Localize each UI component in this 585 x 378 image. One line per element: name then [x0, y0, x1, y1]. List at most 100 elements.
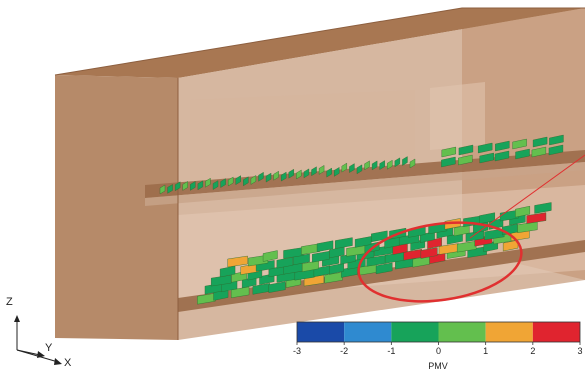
occupant-block: [258, 171, 264, 182]
colorbar-tick-label: -1: [387, 346, 396, 356]
occupant-block: [375, 262, 393, 275]
occupant-block: [265, 172, 272, 183]
inner-recess: [190, 90, 415, 190]
occupant-block: [326, 167, 332, 178]
colorbar-tick-label: 2: [530, 346, 536, 356]
y-axis-label: Y: [45, 342, 53, 354]
occupant-block: [281, 171, 287, 182]
occupant-block: [190, 181, 196, 191]
pmv-colorbar: [296, 321, 581, 345]
x-axis: [16, 349, 59, 363]
occupant-block: [324, 271, 343, 284]
colorbar-tick-label: -2: [340, 346, 349, 356]
upper-floor-occupants: [159, 134, 564, 195]
occupant-block: [205, 177, 211, 188]
occupant-block: [409, 158, 416, 169]
x-axis-label: X: [64, 357, 72, 369]
colorbar-tick-label: -3: [292, 346, 302, 356]
occupant-block: [273, 170, 279, 181]
occupant-block: [532, 136, 548, 148]
occupant-block: [366, 255, 387, 267]
occupant-block: [227, 255, 248, 268]
colorbar-segment: [297, 322, 345, 342]
occupant-block: [329, 262, 344, 275]
occupant-block: [212, 180, 219, 190]
occupant-block: [268, 281, 286, 293]
occupant-block: [420, 247, 438, 259]
colorbar-segment: [391, 322, 439, 342]
occupant-block: [502, 239, 519, 252]
colorbar-segment: [344, 322, 392, 342]
occupant-block: [354, 236, 372, 248]
occupant-block: [243, 176, 249, 187]
occupant-block: [441, 156, 456, 168]
occupant-block: [534, 202, 552, 214]
occupant-block: [312, 250, 330, 263]
highlight-ellipse: [357, 221, 523, 303]
occupant-block: [477, 142, 493, 154]
occupant-block: [458, 154, 473, 166]
z-axis-label: Z: [6, 296, 13, 308]
occupant-block: [316, 240, 334, 252]
callout-line: [469, 154, 585, 239]
colorbar-segment: [532, 322, 580, 342]
occupant-block: [235, 175, 241, 186]
occupant-block: [250, 175, 257, 185]
occupant-block: [402, 156, 408, 166]
occupant-block: [441, 146, 456, 158]
occupant-block: [220, 178, 226, 188]
occupant-block: [549, 134, 564, 146]
front-wall: [55, 75, 178, 340]
lower-floor-slab: [178, 240, 585, 312]
occupant-block: [548, 144, 564, 156]
occupant-block: [167, 184, 173, 194]
occupant-block: [394, 157, 401, 168]
occupant-block: [318, 165, 325, 175]
upper-floor-slab: [145, 150, 585, 198]
occupant-block: [174, 181, 181, 192]
building-enclosure: [54, 7, 585, 340]
occupant-block: [303, 168, 310, 179]
occupant-block: [371, 160, 378, 171]
occupant-block: [356, 164, 363, 175]
occupant-block: [334, 167, 340, 177]
occupant-block: [182, 181, 188, 191]
colorbar-tick-label: 1: [483, 346, 489, 356]
occupant-block: [349, 163, 355, 173]
occupant-block: [387, 159, 393, 170]
colorbar-tick-label: 0: [435, 346, 442, 356]
occupant-block: [335, 237, 353, 249]
occupant-block: [219, 265, 236, 278]
upper-floor-edge: [145, 162, 585, 206]
inner-right-panel: [430, 82, 485, 150]
occupant-block: [515, 205, 531, 218]
colorbar-segment: [485, 322, 533, 342]
occupant-block: [494, 150, 510, 162]
occupant-block: [197, 292, 216, 305]
occupant-block: [495, 140, 510, 152]
x-arrow: [54, 358, 62, 365]
occupant-block: [159, 184, 166, 195]
occupant-block: [311, 166, 317, 177]
occupant-block: [515, 148, 530, 160]
occupant-block: [197, 180, 204, 191]
z-arrow: [14, 315, 20, 322]
occupant-block: [301, 243, 320, 255]
occupant-block: [364, 160, 370, 171]
occupant-block: [456, 240, 477, 253]
occupant-block: [288, 168, 294, 179]
colorbar-segment: [438, 322, 486, 342]
occupant-block: [227, 176, 234, 187]
occupant-block: [458, 144, 474, 156]
colorbar-title: PMV: [428, 361, 448, 371]
occupant-block: [531, 146, 547, 158]
colorbar-tick-label: 3: [577, 346, 583, 356]
occupant-block: [379, 160, 385, 170]
occupant-block: [293, 253, 310, 266]
outline: [54, 7, 585, 76]
occupant-block: [296, 169, 302, 180]
roof-top: [55, 8, 585, 78]
axes-triad: [14, 315, 62, 365]
occupant-block: [283, 247, 304, 259]
